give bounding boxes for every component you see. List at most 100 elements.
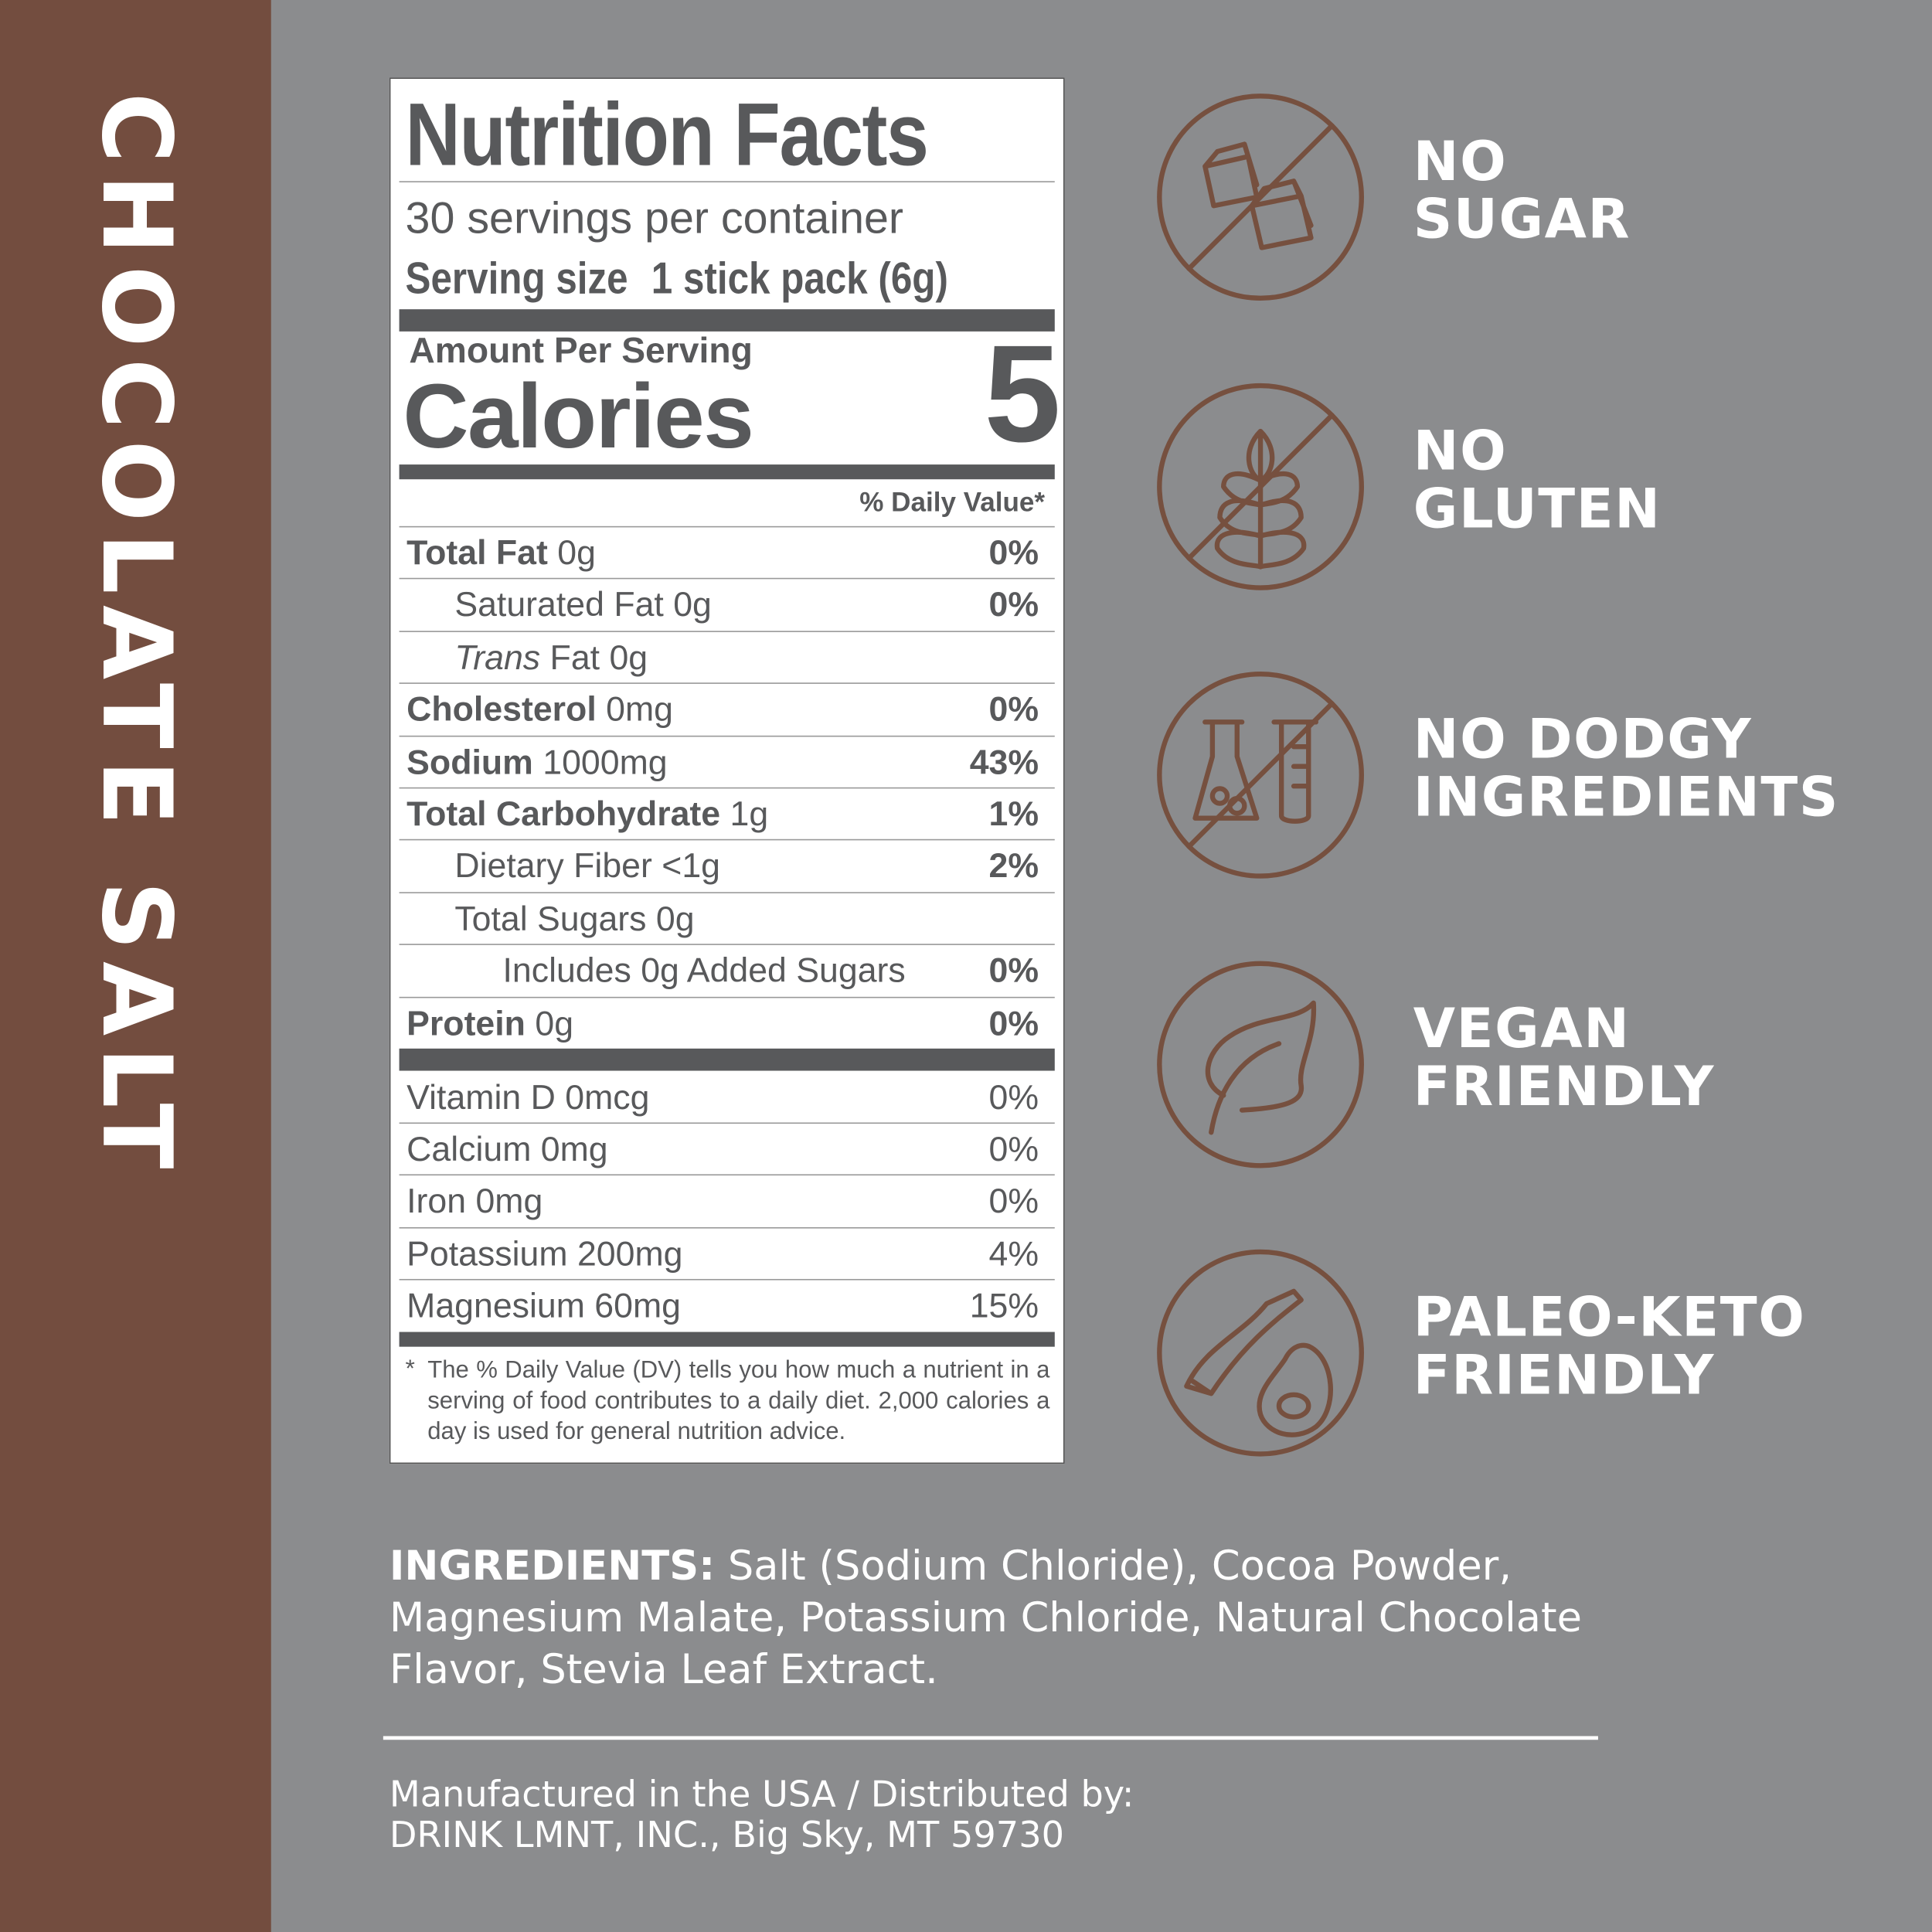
nutrient-name: Dietary Fiber <1g xyxy=(454,841,720,893)
micronutrient-daily-value: 15% xyxy=(969,1286,1039,1325)
flavor-title: CHOCOLATE SALT xyxy=(80,92,192,1180)
nutrient-row: Protein 0g 0% xyxy=(400,998,1055,1049)
nutrient-name: Total Fat 0g xyxy=(406,527,596,579)
badge-line-2: INGREDIENTS xyxy=(1413,766,1840,830)
nutrient-amount: 0g xyxy=(525,1003,574,1043)
ingredients-text: Salt (Sodium Chloride), Cocoa Powder, Ma… xyxy=(389,1541,1582,1693)
nutrient-name: Sodium 1000mg xyxy=(406,736,667,788)
footnote: The % Daily Value (DV) tells you how muc… xyxy=(427,1356,1050,1446)
divider xyxy=(399,944,1055,946)
nutrient-italic-name: Trans xyxy=(454,638,541,676)
micronutrient-name: Magnesium 60mg xyxy=(406,1286,682,1325)
nutrient-name: Saturated Fat 0g xyxy=(454,580,712,631)
serving-size: Serving size 1 stick pack (6g) xyxy=(406,251,948,305)
no-sugar-cubes-icon xyxy=(1156,93,1366,302)
amount-per-serving: Amount Per Serving xyxy=(409,331,753,371)
flavor-sidebar: CHOCOLATE SALT xyxy=(0,0,271,1932)
nutrient-amount: Total Sugars 0g xyxy=(454,899,695,938)
nutrient-row: Includes 0g Added Sugars 0% xyxy=(400,945,1055,997)
nutrition-facts-label: Nutrition Facts 30 servings per containe… xyxy=(389,77,1065,1464)
badge-line-1: NO DODGY xyxy=(1413,708,1753,772)
nutrient-name: Trans Fat 0g xyxy=(454,632,648,684)
nutrient-amount: 0g xyxy=(547,533,596,572)
nutrient-daily-value: 0% xyxy=(988,690,1039,729)
calories-label: Calories xyxy=(403,364,753,468)
nutrient-daily-value: 0% xyxy=(988,1003,1039,1043)
divider xyxy=(383,1736,1598,1740)
badge-label: NO SUGAR xyxy=(1413,133,1631,249)
nutrient-row: Sodium 1000mg 43% xyxy=(400,736,1055,788)
nutrient-row: Dietary Fiber <1g 2% xyxy=(400,841,1055,893)
manufacturer-line-2: DRINK LMNT, INC., Big Sky, MT 59730 xyxy=(389,1813,1065,1856)
badge-line-1: NO xyxy=(1413,419,1508,483)
nutrient-row: Cholesterol 0mg 0% xyxy=(400,684,1055,736)
ingredients: INGREDIENTS: Salt (Sodium Chloride), Coc… xyxy=(389,1540,1621,1696)
badge-line-1: VEGAN xyxy=(1413,997,1631,1060)
vegan-leaf-icon xyxy=(1156,959,1366,1168)
nutrient-name: Cholesterol 0mg xyxy=(406,684,673,736)
nutrient-bold-name: Protein xyxy=(406,1003,526,1043)
nutrient-row: Saturated Fat 0g 0% xyxy=(400,580,1055,631)
micronutrient-row: Iron 0mg 0% xyxy=(400,1176,1055,1228)
badge-label: VEGAN FRIENDLY xyxy=(1413,1000,1715,1116)
nutrient-amount: Saturated Fat 0g xyxy=(454,585,712,624)
nutrient-amount: Dietary Fiber <1g xyxy=(454,846,720,886)
manufacturer-info: Manufactured in the USA / Distributed by… xyxy=(389,1774,1134,1855)
nutrient-daily-value: 0% xyxy=(988,585,1039,624)
nutrient-row: Total Sugars 0g xyxy=(400,893,1055,945)
paleo-keto-bacon-egg-icon xyxy=(1156,1248,1366,1458)
nutrient-daily-value: 43% xyxy=(969,742,1039,781)
servings-per-container: 30 servings per container xyxy=(405,192,904,243)
badge-label: NO GLUTEN xyxy=(1413,422,1662,538)
nutrient-bold-name: Total Carbohydrate xyxy=(406,794,721,833)
badge-line-2: SUGAR xyxy=(1413,188,1631,252)
nutrient-row: Total Fat 0g 0% xyxy=(400,527,1055,579)
nutrient-bold-name: Sodium xyxy=(406,742,533,781)
divider xyxy=(399,1175,1055,1176)
divider xyxy=(399,787,1055,789)
thick-divider xyxy=(399,464,1055,480)
nutrient-row: Total Carbohydrate 1g 1% xyxy=(400,788,1055,840)
nutrient-amount: Fat 0g xyxy=(540,638,648,676)
nutrient-daily-value: 0% xyxy=(988,533,1039,572)
micronutrient-name: Potassium 200mg xyxy=(406,1233,683,1273)
thick-divider xyxy=(399,309,1055,332)
footnote-star: * xyxy=(405,1355,415,1383)
no-gluten-wheat-icon xyxy=(1156,381,1366,590)
badge-line-1: PALEO-KETO xyxy=(1413,1286,1806,1349)
divider xyxy=(399,631,1055,632)
micronutrient-row: Vitamin D 0mcg 0% xyxy=(400,1072,1055,1124)
nutrient-name: Total Carbohydrate 1g xyxy=(406,788,768,840)
nutrient-daily-value: 0% xyxy=(988,951,1039,990)
badge-line-2: FRIENDLY xyxy=(1413,1055,1716,1118)
micronutrient-name: Calcium 0mg xyxy=(406,1130,608,1168)
divider xyxy=(399,1122,1055,1124)
nutrient-daily-value: 2% xyxy=(988,846,1039,886)
daily-value-header: % Daily Value* xyxy=(859,486,1046,518)
nutrient-name: Includes 0g Added Sugars xyxy=(503,945,906,997)
divider xyxy=(399,1278,1055,1281)
nutrient-daily-value: 1% xyxy=(988,794,1039,833)
divider xyxy=(399,682,1055,685)
no-chemicals-flask-icon xyxy=(1156,670,1366,879)
divider xyxy=(399,1226,1055,1228)
nutrient-amount: 1000mg xyxy=(532,742,668,781)
micronutrient-daily-value: 0% xyxy=(988,1182,1039,1221)
thick-divider xyxy=(399,1332,1055,1347)
nutrient-name: Total Sugars 0g xyxy=(454,893,694,945)
micronutrient-daily-value: 4% xyxy=(988,1233,1039,1273)
nutrient-name: Protein 0g xyxy=(406,998,573,1049)
micronutrient-name: Iron 0mg xyxy=(406,1182,543,1221)
divider xyxy=(399,735,1055,736)
nutrient-amount: 1g xyxy=(720,794,769,833)
serving-size-value: 1 stick pack (6g) xyxy=(651,252,948,304)
nutrient-bold-name: Total Fat xyxy=(406,533,548,572)
micronutrient-row: Magnesium 60mg 15% xyxy=(400,1280,1055,1332)
divider xyxy=(399,892,1055,893)
manufacturer-line-1: Manufactured in the USA / Distributed by… xyxy=(389,1773,1134,1815)
micronutrient-row: Potassium 200mg 4% xyxy=(400,1228,1055,1280)
nutrient-amount: 0mg xyxy=(596,690,673,729)
thick-divider xyxy=(399,1048,1055,1071)
badge-line-2: FRIENDLY xyxy=(1413,1344,1716,1407)
badge-label: PALEO-KETO FRIENDLY xyxy=(1413,1289,1806,1405)
